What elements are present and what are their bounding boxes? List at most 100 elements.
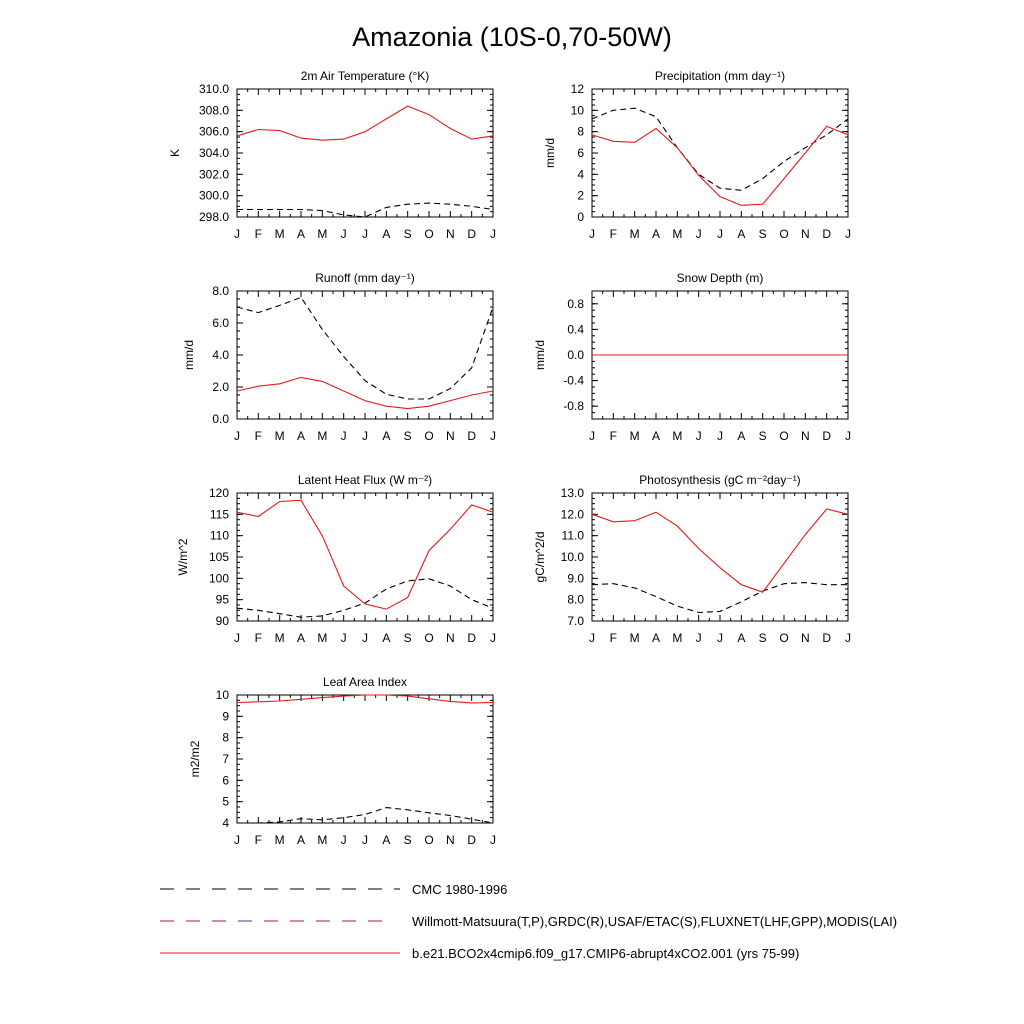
x-tick-label: J [490, 631, 496, 645]
x-tick-label: J [717, 631, 723, 645]
x-tick-label: S [404, 227, 412, 241]
y-tick-label: 95 [216, 593, 230, 607]
x-tick-label: O [424, 227, 433, 241]
x-tick-label: F [255, 631, 262, 645]
x-tick-label: F [610, 227, 617, 241]
legend-item: b.e21.BCO2x4cmip6.f09_g17.CMIP6-abrupt4x… [160, 946, 799, 961]
x-tick-label: S [404, 429, 412, 443]
x-tick-label: J [234, 227, 240, 241]
panel-title: Snow Depth (m) [677, 271, 764, 285]
x-tick-label: D [467, 833, 476, 847]
y-tick-label: 0 [577, 210, 584, 224]
y-tick-label: 4.0 [212, 348, 229, 362]
x-tick-label: S [759, 631, 767, 645]
figure-title: Amazonia (10S-0,70-50W) [352, 22, 672, 52]
y-tick-label: 304.0 [199, 146, 229, 160]
y-tick-label: 4 [222, 816, 229, 830]
x-tick-label: A [737, 631, 745, 645]
x-tick-label: F [610, 631, 617, 645]
x-tick-label: M [630, 429, 640, 443]
x-tick-label: A [297, 429, 305, 443]
y-tick-label: 12.0 [561, 507, 585, 521]
x-tick-label: M [672, 429, 682, 443]
legend: CMC 1980-1996 Willmott-Matsuura(T,P),GRDC… [160, 882, 897, 961]
x-tick-label: J [362, 833, 368, 847]
x-tick-label: J [589, 227, 595, 241]
series-line-obs [237, 202, 494, 218]
legend-item: CMC 1980-1996 [160, 882, 507, 897]
x-tick-label: M [317, 631, 327, 645]
y-tick-label: 100 [209, 571, 229, 585]
panel-2: Precipitation (mm day⁻¹)J F M A M J J A S O N D J024… [543, 69, 851, 241]
legend-item: Willmott-Matsuura(T,P),GRDC(R),USAF/ETAC… [160, 914, 897, 929]
x-tick-label: O [779, 429, 788, 443]
panel-4: Snow Depth (m)J F M A M J J A S O N D J-0.8-0.40.00.… [533, 271, 851, 443]
x-tick-label: N [801, 429, 810, 443]
x-tick-label: O [424, 631, 433, 645]
panel-title: Runoff (mm day⁻¹) [315, 271, 414, 285]
y-tick-label: 300.0 [199, 189, 229, 203]
y-tick-label: 7.0 [567, 614, 584, 628]
y-tick-label: 6 [577, 146, 584, 160]
x-tick-label: O [424, 429, 433, 443]
x-tick-label: M [275, 631, 285, 645]
x-tick-label: S [759, 429, 767, 443]
x-tick-label: M [672, 631, 682, 645]
y-tick-label: 302.0 [199, 167, 229, 181]
plot-frame [236, 492, 494, 622]
plot-frame [236, 694, 494, 824]
y-tick-label: 90 [216, 614, 230, 628]
x-tick-label: J [845, 227, 851, 241]
x-tick-label: M [317, 429, 327, 443]
series-line-model [236, 694, 494, 704]
x-tick-label: D [822, 429, 831, 443]
x-tick-label: F [255, 833, 262, 847]
x-tick-label: N [801, 227, 810, 241]
x-tick-label: O [779, 227, 788, 241]
x-tick-label: J [362, 631, 368, 645]
y-tick-label: 115 [210, 507, 229, 521]
x-tick-label: J [589, 631, 595, 645]
x-tick-label: S [404, 833, 412, 847]
legend-label: b.e21.BCO2x4cmip6.f09_g17.CMIP6-abrupt4x… [412, 946, 799, 961]
x-tick-label: A [382, 833, 390, 847]
y-tick-label: -0.4 [563, 374, 584, 388]
x-tick-label: A [297, 631, 305, 645]
x-tick-label: J [696, 429, 702, 443]
panel-title: Latent Heat Flux (W m⁻²) [298, 473, 432, 487]
y-tick-label: 110 [210, 529, 229, 543]
series-line-obs [591, 582, 848, 614]
y-tick-label: 9 [222, 709, 229, 723]
y-tick-label: 10 [216, 688, 230, 702]
y-tick-label: 0.0 [567, 348, 584, 362]
x-tick-label: D [467, 429, 476, 443]
x-tick-label: D [467, 631, 476, 645]
y-tick-label: 12 [571, 82, 585, 96]
x-tick-label: J [589, 429, 595, 443]
y-tick-label: 4 [577, 167, 584, 181]
x-tick-label: J [490, 833, 496, 847]
y-tick-label: 2.0 [212, 380, 229, 394]
x-tick-label: J [234, 631, 240, 645]
y-tick-label: 8.0 [567, 593, 584, 607]
y-axis-label: gC/m^2/d [533, 532, 547, 583]
panels: 2m Air Temperature (°K)J F M A M J J A S O N D J298.… [168, 69, 851, 847]
x-tick-label: J [696, 227, 702, 241]
y-tick-label: 9.0 [567, 571, 584, 585]
legend-label: Willmott-Matsuura(T,P),GRDC(R),USAF/ETAC… [412, 914, 897, 929]
y-tick-label: 13.0 [561, 486, 585, 500]
x-tick-label: O [779, 631, 788, 645]
y-tick-label: 0.0 [212, 412, 229, 426]
plot-frame [591, 492, 849, 622]
x-tick-label: A [652, 631, 660, 645]
x-tick-label: J [341, 631, 347, 645]
y-axis-label: mm/d [533, 340, 547, 370]
y-tick-label: 7 [222, 752, 229, 766]
x-tick-label: A [652, 227, 660, 241]
series-line-model [236, 376, 494, 410]
y-tick-label: 0.4 [567, 322, 584, 336]
y-tick-label: 5 [222, 795, 229, 809]
y-axis-label: mm/d [543, 138, 557, 168]
